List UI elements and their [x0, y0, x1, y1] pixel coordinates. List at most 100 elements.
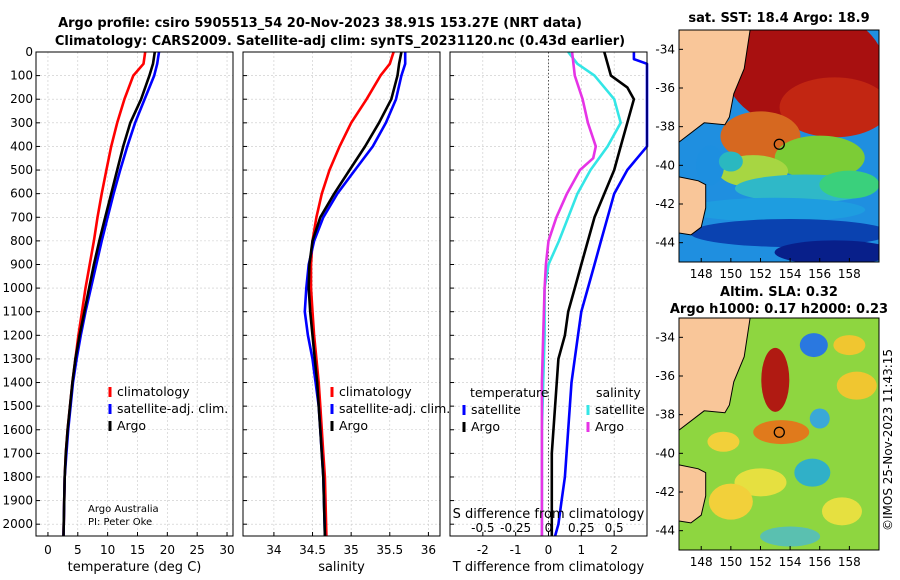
s-tick-label: -0.25 [500, 521, 531, 535]
legend-label: satellite [471, 402, 521, 417]
legend-label: satellite-adj. clim. [117, 401, 228, 416]
x-tick-label: 25 [190, 543, 205, 557]
map-x-tick-label: 152 [749, 267, 772, 281]
y-tick-label: 900 [10, 257, 33, 271]
series-line-temperature-satellite [553, 52, 649, 537]
map-y-tick-label: -38 [655, 120, 675, 134]
salinity-panel: 34 34.5 35 35.5 36 salinity climatology satelli… [242, 51, 450, 575]
y-tick-label: 700 [10, 210, 33, 224]
y-tick-label: 1600 [2, 423, 33, 437]
map-frame [678, 317, 880, 551]
legend-label: Argo [471, 419, 500, 434]
x-tick-label: -2 [477, 543, 489, 557]
x-tick-label: 34 [266, 543, 281, 557]
y-tick-label: 1300 [2, 352, 33, 366]
legend-label: Argo [595, 419, 624, 434]
imos-timestamp: ©IMOS 25-Nov-2023 11:43:15 [881, 349, 895, 531]
map-field-patch [761, 347, 790, 412]
y-tick-label: 800 [10, 234, 33, 248]
s-tick-label: 0.5 [605, 521, 624, 535]
map-field-patch [774, 135, 865, 180]
y-tick-label: 1200 [2, 328, 33, 342]
x-tick-label: 36 [421, 543, 436, 557]
x-tick-label: -1 [510, 543, 522, 557]
map-x-tick-label: 158 [838, 555, 861, 569]
map-field-patch [690, 219, 879, 247]
series-line-argo [62, 51, 157, 537]
series-line-satellite-adj-clim- [303, 52, 407, 537]
map-x-tick-label: 150 [719, 267, 742, 281]
sla-map-panel: Altim. SLA: 0.32 Argo h1000: 0.17 h2000: … [655, 285, 888, 569]
map-land-tasmania [679, 176, 707, 236]
x-tick-label: 15 [130, 543, 145, 557]
sst-map-panel: sat. SST: 18.4 Argo: 18.9 -34 -36 -38 -40 -42… [655, 11, 880, 281]
axes-frame [242, 51, 441, 537]
map-field-patch [774, 240, 879, 262]
y-tick-label: 1400 [2, 376, 33, 390]
legend-title-salinity: salinity [596, 385, 641, 400]
map-y-tick-label: -36 [655, 81, 675, 95]
sla-map-subtitle: Argo h1000: 0.17 h2000: 0.23 [670, 302, 888, 317]
map-land-mainland [679, 318, 751, 431]
map-field [679, 30, 879, 262]
map-field-patch [821, 497, 862, 526]
legend-label: satellite-adj. clim. [339, 401, 450, 416]
map-field-patch [809, 408, 830, 429]
map-x-tick-label: 156 [808, 555, 831, 569]
map-field-patch [685, 197, 866, 222]
s-tick-label: 0 [545, 521, 553, 535]
x-tick-label: 0 [44, 543, 52, 557]
y-tick-label: 1900 [2, 494, 33, 508]
difference-panel: -2 -1 0 1 2 T difference from climatology -0.5… [449, 51, 649, 575]
x-tick-label: 34.5 [299, 543, 326, 557]
x-tick-label: 20 [160, 543, 175, 557]
legend-label: Argo [117, 418, 146, 433]
series-line-climatology [62, 51, 147, 537]
map-field-patch [753, 420, 810, 445]
map-x-tick-label: 148 [690, 555, 713, 569]
x-tick-label: 1 [578, 543, 586, 557]
map-land-tasmania [679, 464, 707, 524]
x-tick-label: 0 [545, 543, 553, 557]
x-axis-label: T difference from climatology [452, 560, 645, 575]
axes-frame [35, 51, 234, 537]
series-line-temperature-argo [550, 51, 636, 536]
y-tick-label: 300 [10, 116, 33, 130]
legend-label: climatology [117, 384, 190, 399]
map-y-tick-label: -36 [655, 369, 675, 383]
y-tick-label: 1500 [2, 399, 33, 413]
map-field-patch [707, 431, 740, 452]
map-field-patch [734, 468, 787, 497]
credit-institution: Argo Australia [88, 504, 159, 515]
map-x-tick-label: 156 [808, 267, 831, 281]
x-tick-label: 30 [219, 543, 234, 557]
y-tick-label: 400 [10, 139, 33, 153]
x-tick-label: 2 [610, 543, 618, 557]
map-land-mainland [679, 30, 751, 143]
map-y-tick-label: -42 [655, 197, 675, 211]
s-tick-label: -0.5 [471, 521, 494, 535]
map-y-tick-label: -38 [655, 408, 675, 422]
x-tick-label: 10 [100, 543, 115, 557]
legend-label: satellite [595, 402, 645, 417]
map-y-tick-label: -34 [655, 42, 675, 56]
sla-map-title: Altim. SLA: 0.32 [720, 285, 838, 300]
series-line-argo [307, 51, 403, 537]
y-tick-label: 200 [10, 92, 33, 106]
map-field-patch [819, 170, 879, 199]
map-frame [678, 29, 880, 263]
y-tick-label: 1700 [2, 446, 33, 460]
map-field [679, 318, 879, 550]
series-line-salinity-argo [540, 51, 598, 536]
map-field-patch [836, 371, 877, 400]
x-tick-label: 5 [74, 543, 82, 557]
map-y-tick-label: -44 [655, 236, 675, 250]
map-field-patch [794, 458, 831, 487]
s-tick-label: 0.25 [568, 521, 595, 535]
map-y-tick-label: -34 [655, 330, 675, 344]
map-y-tick-label: -40 [655, 446, 675, 460]
legend-label: Argo [339, 418, 368, 433]
map-x-tick-label: 152 [749, 555, 772, 569]
map-field-patch [760, 526, 821, 547]
